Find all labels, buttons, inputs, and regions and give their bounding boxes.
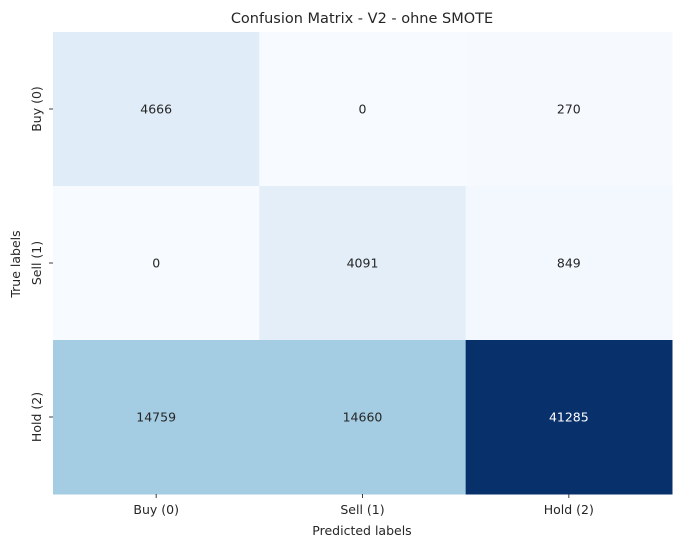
heatmap-cell-r2-c0: [53, 340, 260, 495]
cell-value-r1-c1: 4091: [347, 256, 379, 271]
heatmap-cell-r0-c2: [465, 32, 673, 187]
y-tick-label-1: Sell (1): [29, 241, 44, 285]
chart-title: Confusion Matrix - V2 - ohne SMOTE: [231, 11, 493, 27]
cell-value-r0-c0: 4666: [140, 102, 172, 117]
cell-value-r2-c2: 41285: [549, 410, 589, 425]
x-tick-label-0: Buy (0): [133, 502, 179, 517]
x-tick-label-1: Sell (1): [340, 502, 384, 517]
heatmap-cell-r1-c1: [259, 186, 467, 341]
cell-value-r1-c0: 0: [152, 256, 160, 271]
cell-value-r2-c1: 14660: [343, 410, 383, 425]
heatmap-cell-r2-c2: [465, 340, 673, 495]
cell-value-r1-c2: 849: [557, 256, 581, 271]
y-tick-label-2: Hold (2): [29, 392, 44, 442]
heatmap-cell-r0-c1: [259, 32, 467, 187]
x-axis-label: Predicted labels: [312, 523, 411, 538]
x-tick-labels: Buy (0) Sell (1) Hold (2): [133, 494, 594, 517]
y-tick-labels: Buy (0) Sell (1) Hold (2): [29, 86, 53, 442]
y-tick-label-0: Buy (0): [29, 86, 44, 132]
heatmap-cell-r1-c0: [53, 186, 260, 341]
heatmap-cells: 4666 0 270 0 4091 849 14759 14660 41285: [53, 32, 673, 495]
y-axis-label: True labels: [8, 230, 23, 298]
heatmap-cell-r2-c1: [259, 340, 467, 495]
cell-value-r0-c2: 270: [557, 102, 581, 117]
heatmap-cell-r1-c2: [465, 186, 673, 341]
heatmap-cell-r0-c0: [53, 32, 260, 187]
x-tick-label-2: Hold (2): [544, 502, 594, 517]
cell-value-r0-c1: 0: [359, 102, 367, 117]
cell-value-r2-c0: 14759: [136, 410, 176, 425]
